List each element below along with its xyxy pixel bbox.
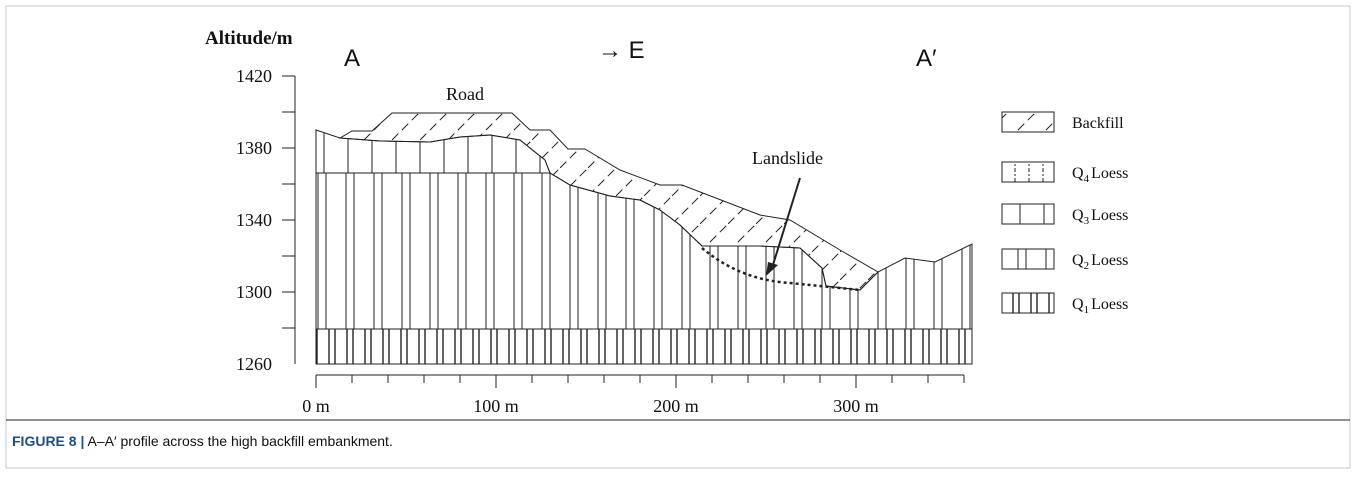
x-tick-label: 300 m	[833, 396, 879, 416]
y-tick-label: 1420	[236, 66, 272, 86]
label-direction: → E	[598, 37, 645, 64]
label-landslide: Landslide	[752, 148, 823, 168]
x-tick-label: 200 m	[653, 396, 699, 416]
legend-subscript: 1	[1084, 304, 1090, 316]
legend-text: Loess	[1091, 252, 1128, 269]
legend-subscript: 4	[1084, 173, 1090, 185]
label-end: A′	[916, 45, 937, 72]
legend-swatch	[1001, 111, 1055, 133]
legend-symbol: Q	[1072, 252, 1084, 269]
caption: FIGURE 8 | A–A′ profile across the high …	[12, 433, 393, 449]
x-tick-label: 100 m	[473, 396, 519, 416]
legend-subscript: 2	[1084, 260, 1090, 272]
legend-text: Loess	[1091, 207, 1128, 224]
legend-text: Backfill	[1072, 115, 1124, 132]
y-tick-label: 1340	[236, 210, 272, 230]
label-road: Road	[446, 84, 484, 104]
caption-label: FIGURE 8 |	[12, 433, 84, 449]
legend-symbol: Q	[1072, 296, 1084, 313]
label-start: A	[344, 45, 360, 72]
y-tick-label: 1300	[236, 282, 272, 302]
legend-label: Q3 Loess	[1072, 207, 1128, 227]
profile	[315, 112, 973, 365]
legend-label: Backfill	[1072, 115, 1124, 132]
caption-text: A–A′ profile across the high backfill em…	[88, 433, 393, 449]
legend-symbol: Q	[1072, 165, 1084, 182]
legend-swatch	[1001, 292, 1055, 314]
legend-label: Q1 Loess	[1072, 296, 1128, 316]
legend-label: Q4 Loess	[1072, 165, 1128, 185]
legend-label: Q2 Loess	[1072, 252, 1128, 272]
y-tick-label: 1380	[236, 138, 272, 158]
axis-title: Altitude/m	[205, 28, 293, 49]
legend-swatch	[1001, 203, 1055, 225]
frame	[5, 5, 1351, 469]
legend-symbol: Q	[1072, 207, 1084, 224]
y-tick-label: 1260	[236, 354, 272, 374]
x-tick-label: 0 m	[302, 396, 330, 416]
legend-swatch	[1001, 248, 1055, 270]
legend-swatch	[1001, 161, 1055, 183]
legend-text: Loess	[1091, 165, 1128, 182]
legend-subscript: 3	[1084, 215, 1090, 227]
legend-text: Loess	[1091, 296, 1128, 313]
